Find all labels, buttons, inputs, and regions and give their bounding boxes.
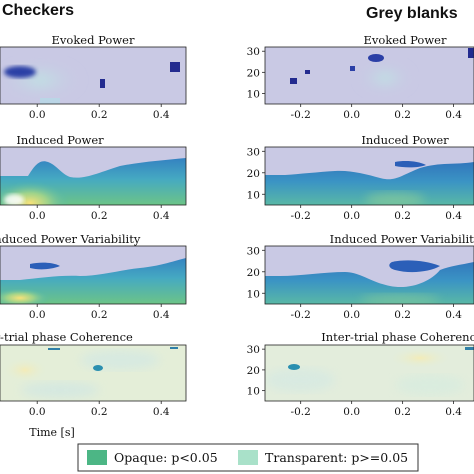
heatmap-area	[265, 246, 474, 304]
panel-checkers-induced-power: Induced Power	[0, 133, 187, 206]
y-tick-label: 20	[247, 365, 260, 377]
panel-checkers-induced-power-variability: Induced Power Variability	[0, 232, 187, 305]
panel-frame	[0, 46, 187, 105]
x-tick-label: 0.2	[91, 210, 108, 222]
panel-checkers-evoked-power: Evoked Power	[0, 33, 187, 105]
panel-frame	[264, 344, 474, 402]
y-tick-label: 20	[247, 168, 260, 180]
panel-frame	[264, 46, 474, 105]
panel-title: Induced Power Variability	[330, 232, 474, 246]
panel-title: Induced Power Variability	[0, 232, 141, 246]
x-tick-label: 0.2	[91, 109, 108, 121]
y-tick-label: 10	[247, 288, 260, 300]
legend-label-opaque: Opaque: p<0.05	[114, 450, 218, 465]
heatmap-area	[0, 345, 186, 401]
heatmap-area	[0, 47, 186, 104]
heatmap-area	[0, 246, 186, 304]
x-tick-label: -0.2	[291, 406, 311, 418]
y-tick-label: 30	[247, 46, 260, 58]
y-tick-label: 30	[247, 245, 260, 257]
x-tick-label: 0.4	[153, 109, 170, 121]
x-tick-label: -0.2	[291, 210, 311, 222]
x-tick-label: 0.2	[91, 309, 108, 321]
x-tick-label: 0.4	[153, 406, 170, 418]
panel-title: Evoked Power	[364, 33, 447, 47]
column-title-grey-blanks: Grey blanks	[366, 5, 458, 22]
x-tick-label: 0.4	[445, 309, 462, 321]
legend-swatch-transparent	[238, 450, 258, 465]
panel-frame	[0, 344, 187, 402]
x-tick-label: 0.0	[343, 309, 360, 321]
panel-title: Evoked Power	[52, 33, 135, 47]
panel-title: Induced Power	[16, 133, 104, 147]
x-tick-label: 0.2	[394, 406, 411, 418]
x-tick-label: 0.0	[343, 210, 360, 222]
panel-frame	[0, 146, 187, 206]
x-tick-label: 0.2	[394, 309, 411, 321]
legend: Opaque: p<0.05 Transparent: p>=0.05	[77, 443, 419, 472]
x-tick-label: 0.0	[29, 406, 46, 418]
y-tick-label: 30	[247, 344, 260, 356]
panel-title: Induced Power	[361, 133, 449, 147]
column-title-checkers: Checkers	[2, 2, 74, 19]
heatmap-area	[0, 147, 186, 205]
x-tick-label: 0.4	[445, 210, 462, 222]
legend-label-transparent: Transparent: p>=0.05	[265, 450, 408, 465]
x-tick-label: -0.2	[291, 109, 311, 121]
heatmap-area	[265, 47, 474, 104]
heatmap-area	[265, 345, 474, 401]
x-tick-label: 0.2	[394, 210, 411, 222]
x-axis-label: Time [s]	[29, 426, 75, 439]
y-tick-label: 30	[247, 146, 260, 158]
panel-grey-evoked-power: Evoked Power	[264, 33, 474, 105]
axis-ticks: 0.0 0.2 0.4 -0.2 0.0 0.2 0.4 10 20 30 0.0 0.2 0.4 -0.…	[29, 46, 462, 418]
x-tick-label: 0.0	[343, 406, 360, 418]
x-tick-label: 0.2	[91, 406, 108, 418]
legend-swatch-opaque	[87, 450, 107, 465]
y-tick-label: 20	[247, 267, 260, 279]
panel-title: Inter-trial phase Coherence	[321, 330, 474, 344]
panel-title: Inter-trial phase Coherence	[0, 330, 133, 344]
heatmap-area	[265, 147, 474, 205]
x-tick-label: -0.2	[291, 309, 311, 321]
x-tick-label: 0.0	[29, 309, 46, 321]
y-tick-label: 20	[247, 67, 260, 79]
panel-frame	[264, 245, 474, 305]
panel-grey-itc: Inter-trial phase Coherence	[264, 330, 474, 402]
x-tick-label: 0.2	[394, 109, 411, 121]
y-tick-label: 10	[247, 386, 260, 398]
panel-grey-induced-power-variability: Induced Power Variability	[264, 232, 474, 305]
x-tick-label: 0.4	[153, 210, 170, 222]
y-tick-label: 10	[247, 88, 260, 100]
panel-checkers-itc: Inter-trial phase Coherence	[0, 330, 187, 402]
x-tick-label: 0.4	[445, 109, 462, 121]
panel-frame	[0, 245, 187, 305]
x-tick-label: 0.4	[153, 309, 170, 321]
x-tick-label: 0.0	[29, 210, 46, 222]
x-tick-label: 0.0	[29, 109, 46, 121]
x-tick-label: 0.0	[343, 109, 360, 121]
y-tick-label: 10	[247, 189, 260, 201]
panel-grey-induced-power: Induced Power	[264, 133, 474, 206]
x-tick-label: 0.4	[445, 406, 462, 418]
panel-frame	[264, 146, 474, 206]
